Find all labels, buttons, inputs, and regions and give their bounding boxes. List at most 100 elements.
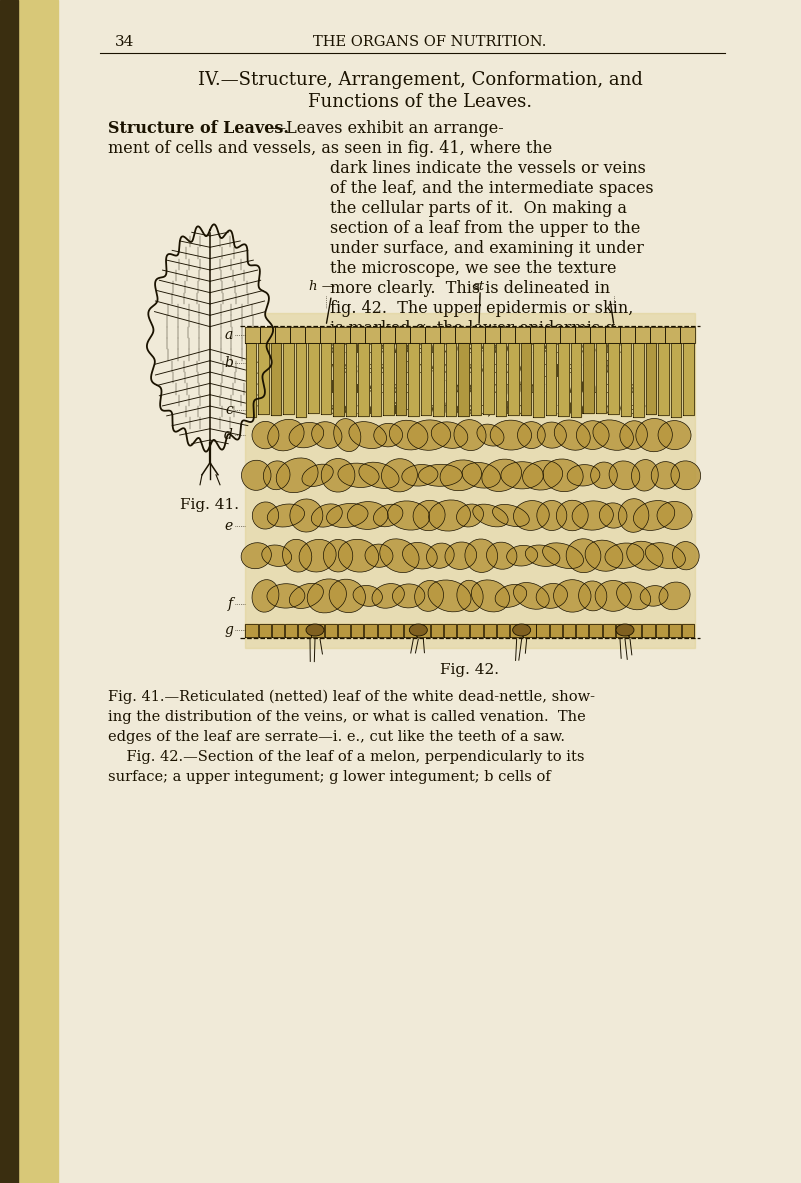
- Text: and between these are the cells and: and between these are the cells and: [330, 340, 625, 357]
- Ellipse shape: [537, 422, 566, 448]
- Ellipse shape: [543, 459, 583, 492]
- Ellipse shape: [462, 463, 501, 489]
- Text: section of a leaf from the upper to the: section of a leaf from the upper to the: [330, 220, 640, 237]
- Polygon shape: [533, 343, 544, 416]
- Ellipse shape: [671, 461, 701, 490]
- Ellipse shape: [490, 420, 532, 450]
- Polygon shape: [635, 327, 650, 343]
- Ellipse shape: [525, 545, 560, 567]
- Ellipse shape: [542, 543, 584, 569]
- Text: b: b: [224, 356, 233, 370]
- Ellipse shape: [465, 539, 497, 573]
- Ellipse shape: [513, 623, 531, 636]
- Polygon shape: [576, 623, 589, 636]
- Polygon shape: [380, 327, 395, 343]
- Ellipse shape: [616, 623, 634, 636]
- Polygon shape: [530, 327, 545, 343]
- Polygon shape: [245, 623, 258, 636]
- Polygon shape: [470, 343, 481, 415]
- Ellipse shape: [276, 458, 318, 492]
- Polygon shape: [285, 623, 297, 636]
- Polygon shape: [308, 343, 319, 413]
- Ellipse shape: [252, 421, 279, 448]
- Text: fig. 42.  The upper epidermis or skin,: fig. 42. The upper epidermis or skin,: [330, 300, 634, 317]
- Polygon shape: [458, 343, 469, 415]
- Polygon shape: [595, 343, 606, 413]
- Ellipse shape: [348, 502, 388, 529]
- Text: a: a: [225, 328, 233, 342]
- Polygon shape: [642, 623, 654, 636]
- Ellipse shape: [605, 543, 644, 568]
- Ellipse shape: [513, 500, 549, 530]
- Ellipse shape: [334, 419, 360, 452]
- Ellipse shape: [593, 420, 634, 451]
- Ellipse shape: [267, 583, 305, 608]
- Polygon shape: [260, 327, 275, 343]
- Text: Fig. 42.: Fig. 42.: [441, 662, 500, 677]
- Polygon shape: [575, 327, 590, 343]
- Ellipse shape: [634, 500, 674, 530]
- Polygon shape: [666, 327, 680, 343]
- Ellipse shape: [415, 581, 444, 612]
- Polygon shape: [0, 0, 18, 1183]
- Polygon shape: [485, 327, 500, 343]
- Ellipse shape: [577, 421, 609, 450]
- Polygon shape: [537, 623, 549, 636]
- Ellipse shape: [312, 504, 342, 528]
- Ellipse shape: [617, 582, 650, 609]
- Polygon shape: [633, 343, 643, 416]
- Polygon shape: [620, 327, 634, 343]
- Ellipse shape: [620, 421, 647, 450]
- Ellipse shape: [264, 461, 290, 490]
- Ellipse shape: [408, 420, 451, 451]
- Ellipse shape: [657, 502, 692, 530]
- Text: sional air-cavities c; those of the lower: sional air-cavities c; those of the lowe…: [330, 400, 646, 416]
- Polygon shape: [338, 623, 350, 636]
- Ellipse shape: [241, 460, 271, 490]
- Text: Fig. 42.—Section of the leaf of a melon, perpendicularly to its: Fig. 42.—Section of the leaf of a melon,…: [108, 750, 585, 764]
- Polygon shape: [391, 623, 403, 636]
- Ellipse shape: [640, 586, 668, 606]
- Ellipse shape: [388, 500, 429, 530]
- Text: Structure of Leaves.: Structure of Leaves.: [108, 119, 289, 137]
- Text: Fig. 41.—Reticulated (netted) leaf of the white dead-nettle, show-: Fig. 41.—Reticulated (netted) leaf of th…: [108, 690, 595, 704]
- Text: edges of the leaf are serrate—i. e., cut like the teeth of a saw.: edges of the leaf are serrate—i. e., cut…: [108, 730, 565, 744]
- Polygon shape: [333, 343, 344, 416]
- Polygon shape: [312, 623, 324, 636]
- Ellipse shape: [306, 623, 324, 636]
- Polygon shape: [558, 343, 569, 416]
- Text: g: g: [224, 623, 233, 636]
- Polygon shape: [683, 343, 694, 415]
- Polygon shape: [417, 623, 429, 636]
- Ellipse shape: [495, 584, 527, 607]
- Ellipse shape: [426, 543, 454, 568]
- Ellipse shape: [338, 539, 379, 573]
- Ellipse shape: [413, 500, 445, 531]
- Polygon shape: [298, 623, 311, 636]
- Ellipse shape: [392, 584, 425, 608]
- Ellipse shape: [659, 582, 690, 609]
- Text: more clearly.  This is delineated in: more clearly. This is delineated in: [330, 280, 610, 297]
- Ellipse shape: [289, 422, 324, 448]
- Ellipse shape: [590, 463, 618, 489]
- Ellipse shape: [631, 459, 658, 491]
- Polygon shape: [276, 327, 290, 343]
- Polygon shape: [545, 343, 556, 414]
- Polygon shape: [425, 327, 440, 343]
- Polygon shape: [350, 327, 364, 343]
- Polygon shape: [561, 327, 574, 343]
- Ellipse shape: [268, 419, 304, 451]
- Polygon shape: [245, 313, 695, 648]
- Ellipse shape: [252, 502, 279, 529]
- Polygon shape: [455, 327, 469, 343]
- Ellipse shape: [329, 580, 365, 613]
- Text: vessels.  The cells at the upper side: vessels. The cells at the upper side: [330, 360, 621, 377]
- Polygon shape: [670, 343, 681, 416]
- Ellipse shape: [283, 539, 312, 573]
- Ellipse shape: [501, 461, 543, 489]
- Ellipse shape: [472, 580, 509, 612]
- Ellipse shape: [618, 499, 649, 532]
- Polygon shape: [470, 623, 483, 636]
- Text: dark lines indicate the vessels or veins: dark lines indicate the vessels or veins: [330, 160, 646, 177]
- Polygon shape: [272, 623, 284, 636]
